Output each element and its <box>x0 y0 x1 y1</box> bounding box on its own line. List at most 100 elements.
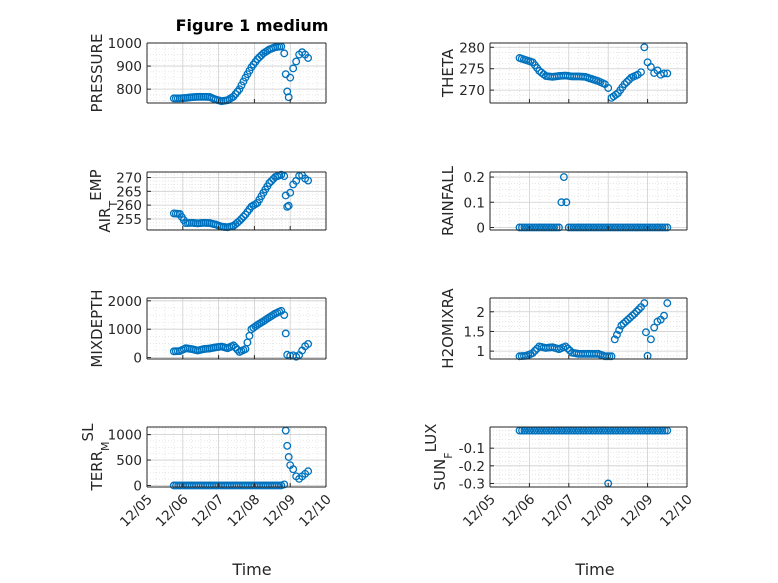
y-tick-label: 0.1 <box>464 195 485 211</box>
data-point <box>605 352 614 361</box>
data-point <box>615 326 624 335</box>
data-point <box>614 223 622 232</box>
data-point <box>631 71 640 80</box>
data-point <box>655 223 664 232</box>
data-point <box>604 84 613 92</box>
subplot-6: 1 1.5 2 H2OMIXRA <box>439 288 688 369</box>
data-point <box>181 481 189 490</box>
x-tick-label: 12/07 <box>539 492 578 531</box>
data-point <box>601 223 610 232</box>
data-point <box>596 223 605 232</box>
data-point <box>530 223 539 232</box>
data-point <box>591 223 600 232</box>
data-point <box>284 93 293 102</box>
data-point <box>648 223 657 232</box>
subplot-8: -0.3-0.2 -0.1 12/05 12/06 12/07 12/08 12/09 12/… <box>422 424 696 531</box>
data-point <box>270 481 279 490</box>
y-tick-label: -0.1 <box>459 441 485 457</box>
data-point <box>552 223 561 232</box>
y-tick-label: 1000 <box>108 36 142 52</box>
x-axis-label-left: Time <box>231 560 271 579</box>
data-point <box>598 79 607 88</box>
data-point <box>520 223 529 232</box>
data-point <box>547 223 556 232</box>
data-point <box>272 481 281 490</box>
data-point <box>535 223 544 232</box>
x-tick-label: 12/10 <box>657 492 696 531</box>
y-axis-label: SUNFLUX <box>422 424 455 491</box>
data-point <box>618 83 627 92</box>
data-point <box>574 223 583 232</box>
data-point <box>190 481 198 490</box>
data-point <box>582 223 590 232</box>
data-point <box>304 340 313 348</box>
data-point <box>225 481 234 490</box>
x-tick-label: 12/05 <box>460 492 499 531</box>
data-point <box>660 69 668 78</box>
data-point <box>623 223 632 232</box>
data-point <box>638 223 647 232</box>
data-point <box>611 223 620 232</box>
data-point <box>540 223 549 232</box>
data-point <box>522 223 531 232</box>
y-axis-label: RAINFALL <box>439 165 457 236</box>
data-point <box>609 92 618 101</box>
data-point <box>251 57 260 66</box>
data-point <box>619 319 628 328</box>
data-point <box>630 309 639 318</box>
y-tick-label: 0.2 <box>464 170 485 186</box>
y-tick-label: 1000 <box>108 322 142 338</box>
y-tick-label: 0 <box>476 220 485 236</box>
data-point <box>261 481 270 490</box>
y-tick-label: 275 <box>459 62 485 78</box>
x-tick-label: 12/06 <box>153 492 192 531</box>
data-point <box>283 202 292 211</box>
x-tick-label: 12/06 <box>499 492 538 531</box>
data-point <box>286 188 295 197</box>
data-point <box>280 49 289 58</box>
data-point <box>631 223 640 232</box>
data-point <box>198 481 207 490</box>
y-tick-label: 270 <box>116 171 142 187</box>
data-point <box>587 223 595 232</box>
data-point <box>281 329 290 338</box>
data-point <box>577 223 586 232</box>
data-point <box>658 223 667 232</box>
y-tick-label: 2000 <box>108 294 142 310</box>
data-point <box>207 481 216 490</box>
data-point <box>606 223 615 232</box>
data-point <box>621 317 630 326</box>
y-tick-label: 2 <box>476 305 485 321</box>
data-point <box>660 223 669 232</box>
plot-area <box>490 172 687 230</box>
data-point <box>555 223 563 232</box>
data-point <box>633 223 642 232</box>
y-axis-label: TERRMSL <box>79 423 112 492</box>
data-point <box>559 173 568 181</box>
data-point <box>275 481 283 490</box>
data-point <box>646 335 655 344</box>
data-point <box>611 90 620 99</box>
data-point <box>579 223 588 232</box>
y-tick-label: 1.5 <box>464 324 485 340</box>
y-tick-label: 270 <box>459 83 485 99</box>
data-point <box>646 223 655 232</box>
data-point <box>532 223 541 232</box>
data-point <box>653 223 662 232</box>
data-point <box>565 346 574 355</box>
y-tick-label: -0.2 <box>459 459 485 475</box>
data-point <box>572 223 581 232</box>
data-point <box>564 223 573 232</box>
data-point <box>610 335 619 344</box>
data-point <box>569 223 578 232</box>
y-tick-label: 280 <box>459 40 485 56</box>
data-point <box>251 200 260 209</box>
data-point <box>613 330 621 339</box>
data-point <box>599 223 608 232</box>
data-point <box>533 64 542 72</box>
data-point <box>626 313 635 322</box>
data-point <box>304 467 313 476</box>
